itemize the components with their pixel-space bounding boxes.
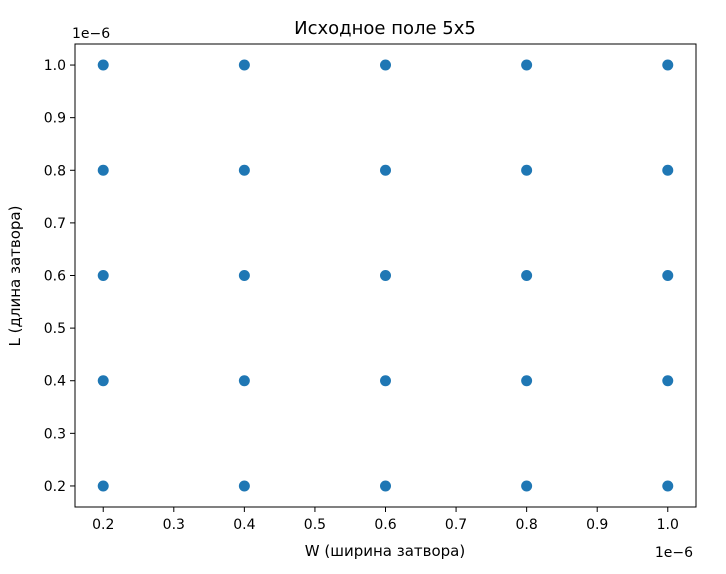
data-point [97, 480, 109, 492]
data-point [238, 270, 250, 281]
ticks-layer: 0.2 0.3 0.4 0.5 0.6 0.7 0.8 0.9 1.0 0.2 0.3 0.4 0.5 0… [44, 58, 679, 533]
y-tick-label: 0.8 [44, 163, 66, 179]
x-tick-label: 0.3 [163, 517, 185, 533]
x-tick-label: 0.9 [586, 517, 608, 533]
data-point [662, 270, 674, 281]
y-tick-label: 1.0 [44, 58, 66, 74]
data-point [521, 164, 533, 176]
y-tick-label: 0.3 [44, 426, 66, 442]
data-point [97, 164, 109, 176]
data-point [238, 480, 250, 492]
data-point [521, 270, 533, 281]
y-tick-label: 0.7 [44, 216, 66, 232]
data-point [238, 375, 250, 387]
data-point [238, 59, 250, 71]
y-tick-label: 0.4 [44, 374, 66, 390]
y-tick-label: 0.6 [44, 269, 66, 285]
data-point [97, 59, 109, 71]
x-tick-label: 1.0 [657, 517, 679, 533]
points-layer [97, 59, 674, 492]
data-point [662, 59, 674, 71]
x-tick-label: 0.8 [516, 517, 538, 533]
x-tick-label: 0.5 [304, 517, 326, 533]
y-offset-label: 1e−6 [72, 26, 110, 42]
data-point [97, 270, 109, 281]
data-point [380, 375, 391, 387]
data-point [521, 59, 533, 71]
x-offset-label: 1e−6 [655, 545, 693, 561]
data-point [238, 164, 250, 176]
data-point [521, 375, 533, 387]
data-point [380, 270, 391, 281]
data-point [662, 164, 674, 176]
x-tick-label: 0.4 [233, 517, 255, 533]
data-point [97, 375, 109, 387]
y-axis-label: L (длина затвора) [6, 206, 24, 347]
chart-title: Исходное поле 5x5 [294, 18, 476, 39]
data-point [380, 480, 391, 492]
x-tick-label: 0.7 [445, 517, 467, 533]
y-tick-label: 0.9 [44, 111, 66, 127]
x-tick-label: 0.2 [92, 517, 114, 533]
x-tick-label: 0.6 [374, 517, 396, 533]
data-point [380, 164, 391, 176]
data-point [662, 375, 674, 387]
data-point [521, 480, 533, 492]
data-point [380, 59, 391, 71]
y-tick-label: 0.2 [44, 479, 66, 495]
plot-frame [74, 43, 697, 508]
y-tick-label: 0.5 [44, 321, 66, 337]
x-axis-label: W (ширина затвора) [305, 542, 465, 560]
data-point [662, 480, 674, 492]
